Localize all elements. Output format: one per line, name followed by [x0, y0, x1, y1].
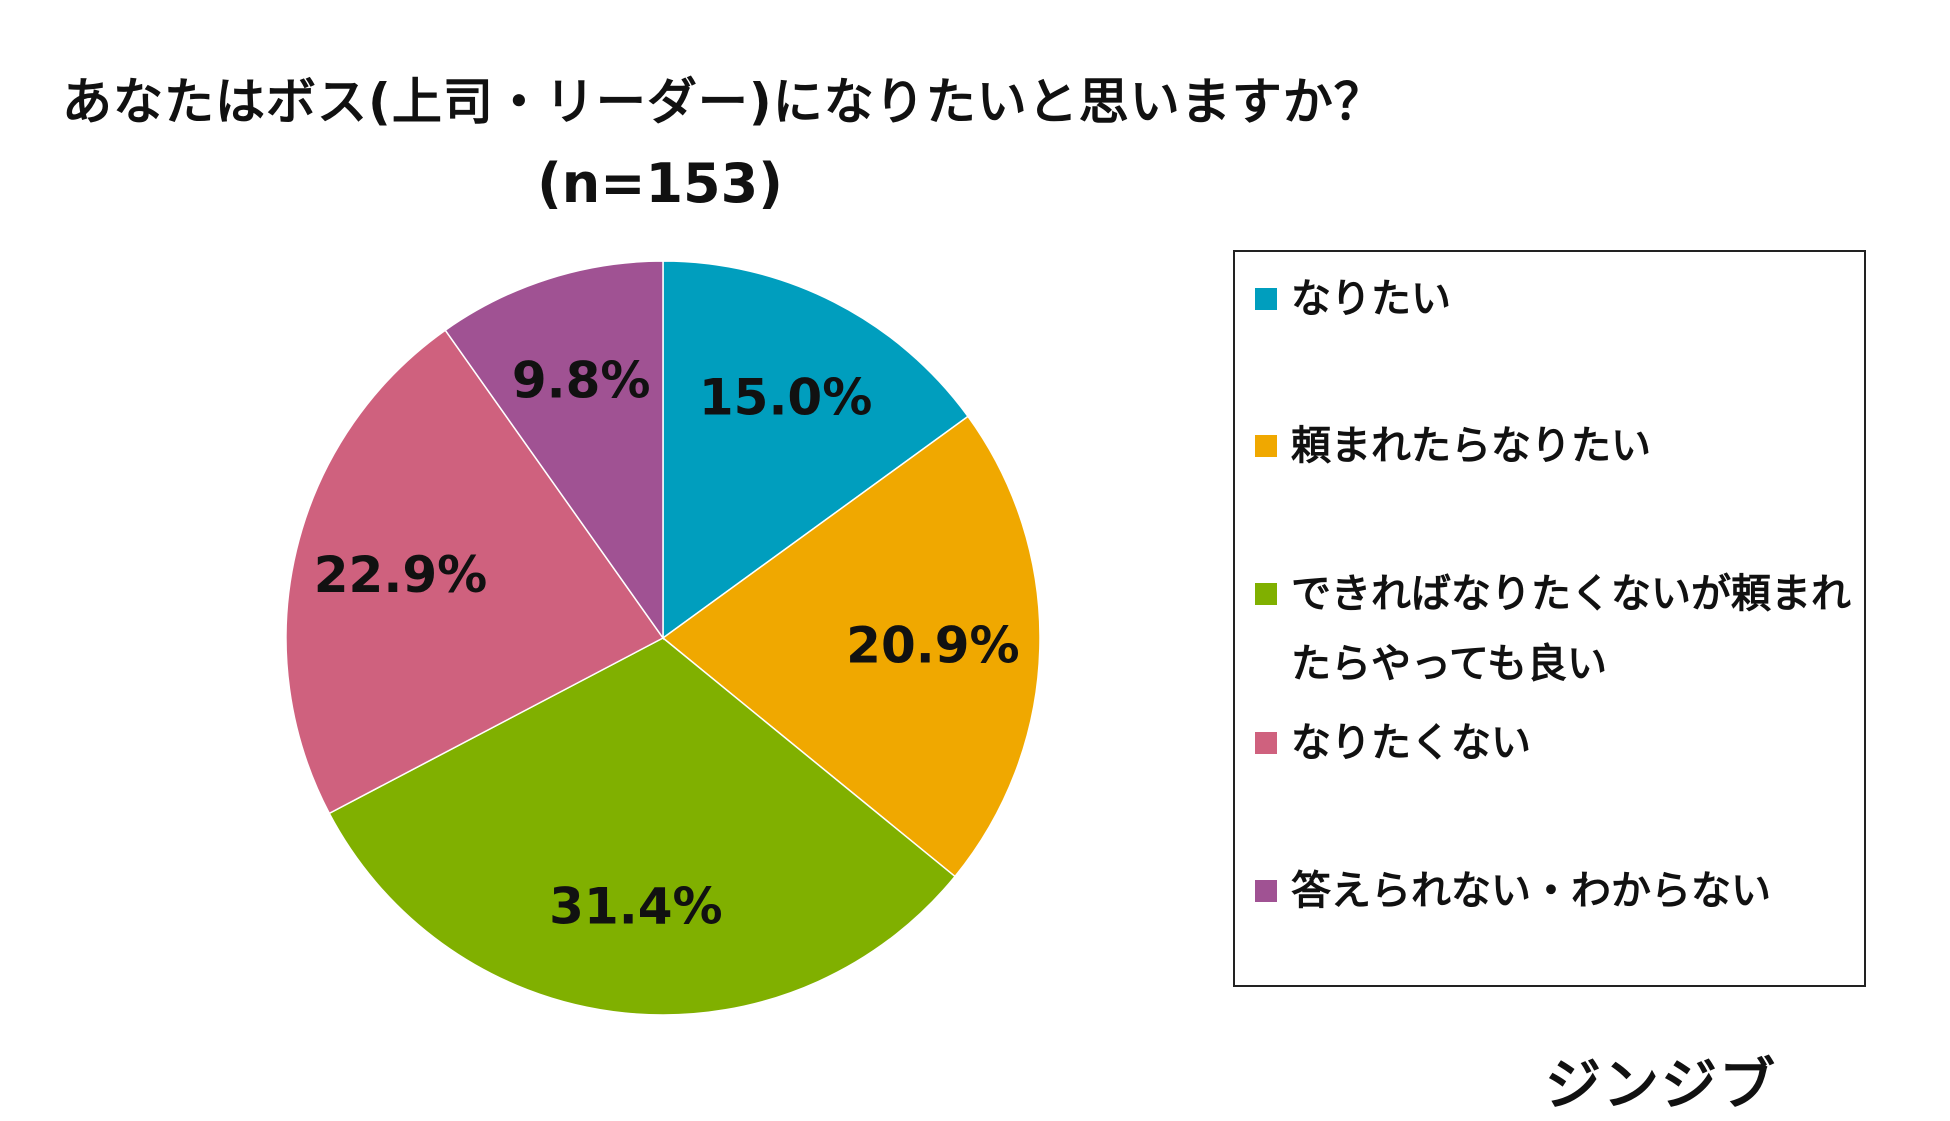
legend-label: 答えられない・わからない [1291, 868, 1771, 914]
legend-swatch [1255, 288, 1277, 310]
pie-slice-label-5: 9.8% [512, 352, 651, 410]
legend-label: できればなりたくないが頼まれたらやっても良い [1291, 571, 1851, 687]
pie-labels: 15.0% 20.9% 31.4% 22.9% 9.8% [314, 352, 1020, 936]
legend-item: 答えられない・わからない [1255, 867, 1852, 926]
legend-item: できればなりたくないが頼まれたらやっても良い [1255, 570, 1852, 699]
pie-slice-label-2: 20.9% [846, 617, 1019, 675]
legend-item: なりたくない [1255, 719, 1852, 778]
pie-slice-label-4: 22.9% [314, 546, 487, 604]
pie-slice-4 [285, 329, 665, 815]
pie-slices [285, 260, 1041, 1016]
brand-logo: ジンジブ [1545, 1053, 1777, 1118]
legend-label: なりたい [1291, 276, 1451, 322]
legend-item: なりたい [1255, 275, 1852, 334]
pie-slice-2 [661, 415, 1041, 878]
pie-slice-3 [328, 637, 957, 1016]
legend-swatch [1255, 732, 1277, 754]
legend-item: 頼まれたらなりたい [1255, 422, 1852, 481]
pie-slice-1 [662, 260, 970, 640]
legend-swatch [1255, 880, 1277, 902]
legend-swatch [1255, 583, 1277, 605]
pie-slice-label-3: 31.4% [549, 878, 722, 936]
chart-title: あなたはボス(上司・リーダー)になりたいと思いますか？ [62, 73, 1385, 131]
legend-label: 頼まれたらなりたい [1291, 423, 1651, 469]
pie-slice-5 [444, 260, 664, 641]
chart-subtitle: (n=153) [537, 152, 783, 215]
legend-label: なりたくない [1291, 720, 1531, 766]
legend-swatch [1255, 435, 1277, 457]
pie-chart: 15.0% 20.9% 31.4% 22.9% 9.8% [285, 260, 1041, 1016]
pie-slice-label-1: 15.0% [699, 368, 872, 426]
legend: なりたい 頼まれたらなりたい できればなりたくないが頼まれたらやっても良い なり… [1233, 250, 1866, 987]
